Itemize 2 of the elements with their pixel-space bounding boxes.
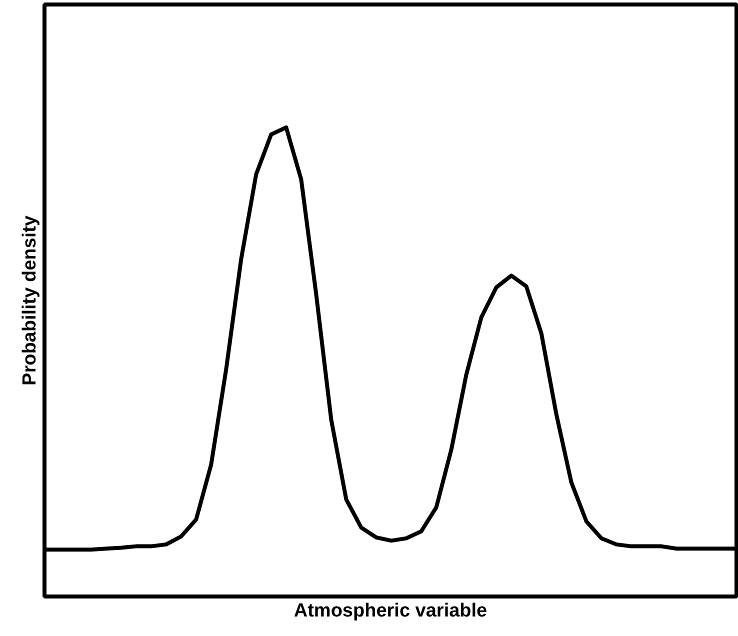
y-axis-title: Probability density: [20, 215, 40, 386]
x-axis-title: Atmospheric variable: [294, 600, 488, 622]
